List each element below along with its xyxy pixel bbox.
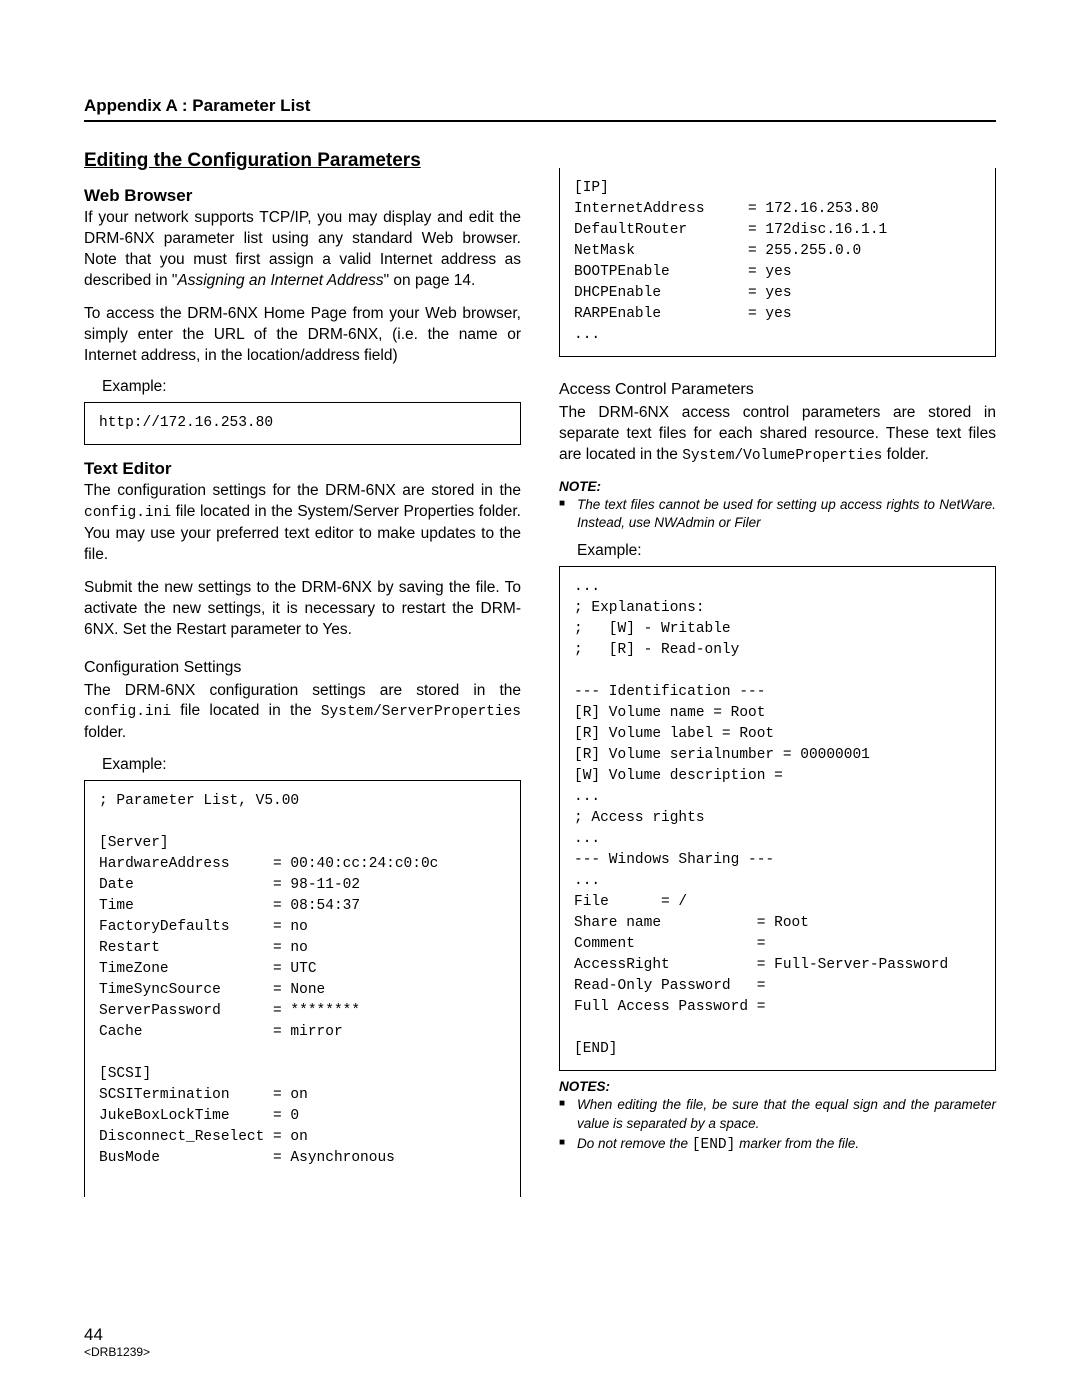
spacer bbox=[559, 150, 996, 168]
page-footer: 44 <DRB1239> bbox=[84, 1325, 150, 1359]
ip-code-block: [IP] InternetAddress = 172.16.253.80 Def… bbox=[559, 168, 996, 357]
cs-p1-b: file located in the bbox=[171, 702, 321, 719]
ac-p1-b: folder. bbox=[882, 446, 929, 463]
appendix-header: Appendix A : Parameter List bbox=[84, 96, 996, 122]
notes-bottom-item2: Do not remove the [END] marker from the … bbox=[559, 1135, 996, 1156]
wb-example-code: http://172.16.253.80 bbox=[84, 402, 521, 445]
web-browser-p2: To access the DRM-6NX Home Page from you… bbox=[84, 304, 521, 367]
wb-p1-italic: Assigning an Internet Address bbox=[177, 272, 383, 289]
te-p1-a: The configuration settings for the DRM-6… bbox=[84, 482, 521, 499]
left-column: Editing the Configuration Parameters Web… bbox=[84, 150, 521, 1197]
config-settings-title: Configuration Settings bbox=[84, 659, 521, 677]
access-control-p1: The DRM-6NX access control parameters ar… bbox=[559, 403, 996, 466]
right-column: [IP] InternetAddress = 172.16.253.80 Def… bbox=[559, 150, 996, 1197]
ac-example-code: ... ; Explanations: ; [W] - Writable ; [… bbox=[559, 566, 996, 1071]
cs-p1-c: folder. bbox=[84, 724, 126, 741]
wb-p1-b: " on page 14. bbox=[384, 272, 476, 289]
section-title: Editing the Configuration Parameters bbox=[84, 150, 521, 172]
notes-bottom-item1: When editing the file, be sure that the … bbox=[559, 1096, 996, 1132]
ac-example-label: Example: bbox=[577, 542, 996, 560]
nb2-b: marker from the file. bbox=[735, 1136, 859, 1151]
cs-example-label: Example: bbox=[102, 756, 521, 774]
doc-id: <DRB1239> bbox=[84, 1345, 150, 1359]
ac-note-list: The text files cannot be used for settin… bbox=[559, 496, 996, 532]
access-control-title: Access Control Parameters bbox=[559, 381, 996, 399]
te-p1-code: config.ini bbox=[84, 505, 171, 521]
ac-note-label: NOTE: bbox=[559, 479, 996, 494]
cs-example-code: ; Parameter List, V5.00 [Server] Hardwar… bbox=[84, 780, 521, 1197]
nb2-a: Do not remove the bbox=[577, 1136, 692, 1151]
wb-example-label: Example: bbox=[102, 378, 521, 396]
text-editor-p2: Submit the new settings to the DRM-6NX b… bbox=[84, 578, 521, 641]
two-column-layout: Editing the Configuration Parameters Web… bbox=[84, 150, 996, 1197]
notes-bottom-label: NOTES: bbox=[559, 1079, 996, 1094]
cs-p1-code2: System/ServerProperties bbox=[321, 704, 521, 720]
cs-p1-code1: config.ini bbox=[84, 704, 171, 720]
notes-bottom-list: When editing the file, be sure that the … bbox=[559, 1096, 996, 1155]
config-settings-p1: The DRM-6NX configuration settings are s… bbox=[84, 681, 521, 744]
page-number: 44 bbox=[84, 1325, 150, 1345]
cs-p1-a: The DRM-6NX configuration settings are s… bbox=[84, 682, 521, 699]
web-browser-p1: If your network supports TCP/IP, you may… bbox=[84, 208, 521, 292]
text-editor-p1: The configuration settings for the DRM-6… bbox=[84, 481, 521, 565]
text-editor-title: Text Editor bbox=[84, 459, 521, 479]
web-browser-title: Web Browser bbox=[84, 186, 521, 206]
nb2-code: [END] bbox=[692, 1137, 736, 1153]
ac-note-item: The text files cannot be used for settin… bbox=[559, 496, 996, 532]
ac-p1-code: System/VolumeProperties bbox=[682, 448, 882, 464]
